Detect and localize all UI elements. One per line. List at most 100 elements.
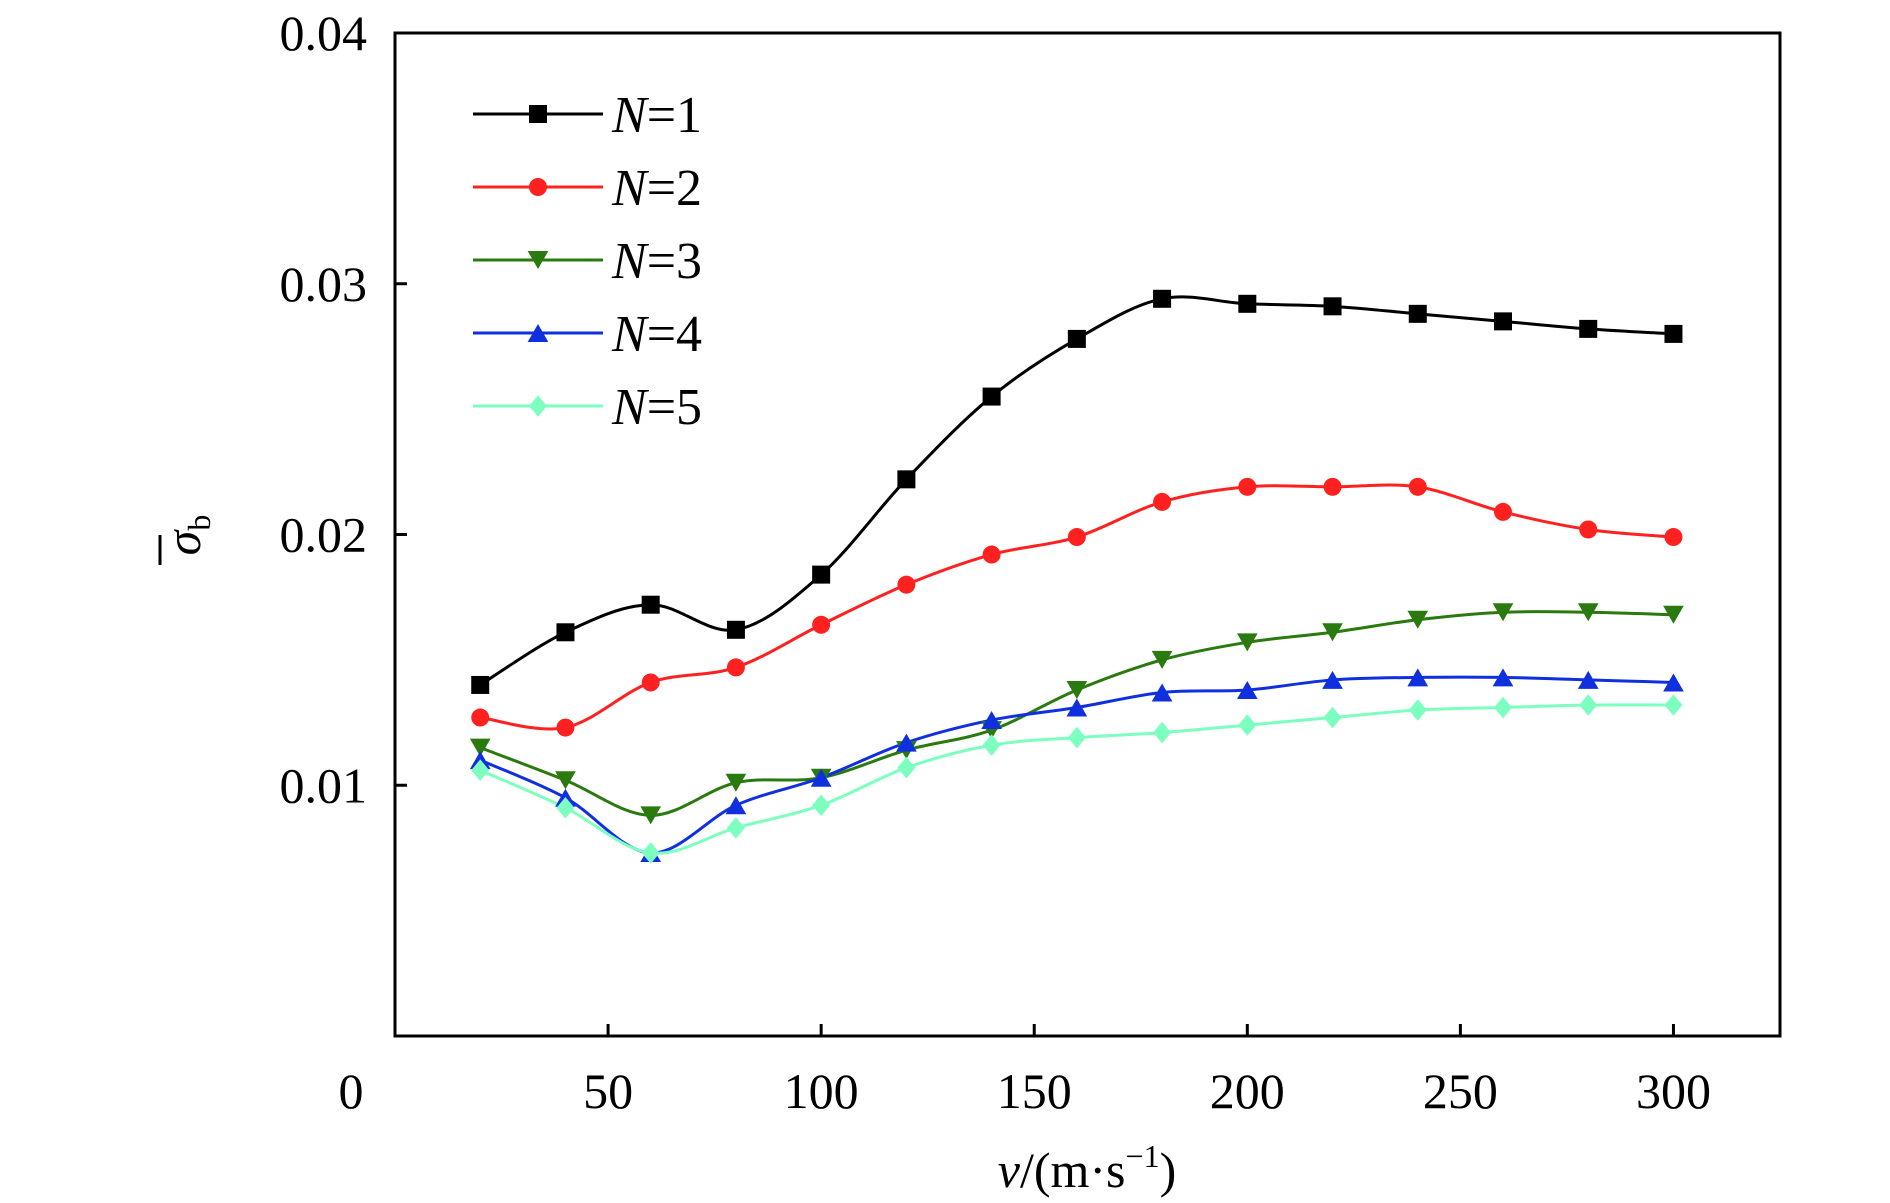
data-point <box>1494 502 1512 521</box>
data-point <box>1664 324 1683 343</box>
data-point <box>641 673 660 692</box>
legend-label: N=4 <box>611 306 702 363</box>
data-point <box>981 711 1002 730</box>
x-tick-label: 200 <box>1210 1063 1285 1119</box>
data-point <box>1492 603 1514 622</box>
data-point <box>726 658 745 677</box>
data-point <box>725 796 747 815</box>
data-point <box>1238 714 1257 736</box>
data-point <box>471 759 490 782</box>
data-point <box>726 620 745 639</box>
series-line-1 <box>479 295 1674 687</box>
data-point <box>1153 492 1172 511</box>
x-tick-label: 250 <box>1423 1063 1498 1119</box>
data-point <box>1577 670 1599 689</box>
data-point <box>1153 721 1172 744</box>
axis-tick-labels: 50 100 150 200 250 300 0 0.01 0.02 0.03 0.04 <box>280 5 1711 1119</box>
data-point <box>1151 650 1173 669</box>
axis-ticks <box>395 31 1675 1036</box>
data-point <box>982 734 1001 756</box>
data-point <box>1151 683 1173 702</box>
data-point <box>1664 528 1683 547</box>
data-point <box>1407 610 1429 629</box>
legend-label: N=5 <box>611 379 702 436</box>
legend-label: N=2 <box>611 160 702 217</box>
data-point <box>1238 294 1257 313</box>
data-point <box>1408 304 1427 323</box>
x-tick-label: 50 <box>583 1063 633 1119</box>
data-point <box>1236 633 1258 652</box>
data-point <box>982 387 1001 406</box>
data-point <box>1579 319 1598 338</box>
series-markers <box>469 289 1684 864</box>
data-point <box>810 768 832 787</box>
data-point <box>1579 520 1598 539</box>
data-point <box>896 733 917 752</box>
data-point <box>1153 289 1172 308</box>
y-tick-label: 0.01 <box>280 757 368 813</box>
data-point <box>1407 668 1429 687</box>
data-point <box>556 797 575 819</box>
data-point <box>897 575 916 594</box>
data-point <box>1408 699 1427 721</box>
data-point <box>1066 698 1088 717</box>
legend-label: N=1 <box>611 87 702 144</box>
data-point <box>1236 680 1258 699</box>
data-point <box>1323 706 1342 729</box>
data-point <box>1067 726 1086 749</box>
data-point <box>725 773 747 792</box>
y-axis-title: σb <box>155 515 217 565</box>
legend-marker <box>527 324 549 342</box>
data-point <box>1067 528 1086 547</box>
data-point <box>1322 623 1343 642</box>
legend-label: N=3 <box>611 233 702 290</box>
y-tick-label: 0.04 <box>280 5 368 61</box>
data-point <box>1664 694 1683 716</box>
y-tick-label: 0.03 <box>280 256 368 312</box>
data-point <box>1663 673 1684 692</box>
legend-marker <box>529 395 547 417</box>
data-point <box>1067 329 1086 348</box>
legend: N=1 N=2 N=3 N=4 N=5 <box>473 87 702 436</box>
x-tick-label: 100 <box>784 1063 859 1119</box>
data-point <box>726 817 745 839</box>
data-point <box>1579 694 1598 716</box>
data-point <box>641 595 660 614</box>
y-axis-title-text: σb <box>155 515 217 556</box>
data-point <box>1494 312 1512 331</box>
data-point <box>1238 477 1257 496</box>
data-point <box>1663 605 1684 624</box>
data-point <box>471 708 490 727</box>
data-point <box>1323 477 1342 496</box>
data-point <box>897 756 916 779</box>
axis-titles: v/(m·s−1) σb <box>155 515 1176 1198</box>
data-point <box>471 675 490 694</box>
data-point <box>556 623 575 642</box>
data-point <box>982 545 1001 564</box>
legend-marker <box>527 251 549 269</box>
data-point <box>640 806 662 825</box>
legend-marker <box>529 105 547 123</box>
data-point <box>812 615 831 634</box>
data-point <box>1408 477 1427 496</box>
y-tick-label: 0.02 <box>280 507 368 563</box>
data-point <box>1322 670 1343 689</box>
legend-marker <box>529 178 547 196</box>
x-tick-label: 150 <box>997 1063 1072 1119</box>
x-axis-title: v/(m·s−1) <box>998 1138 1176 1198</box>
data-point <box>1494 696 1512 719</box>
data-point <box>641 842 660 864</box>
data-point <box>1323 297 1342 316</box>
data-point <box>1066 680 1088 699</box>
x-origin-label: 0 <box>339 1063 364 1119</box>
data-point <box>555 771 576 790</box>
data-point <box>1577 603 1599 622</box>
x-tick-label: 300 <box>1636 1063 1711 1119</box>
data-point <box>812 565 831 584</box>
data-point <box>812 794 831 817</box>
data-point <box>469 738 491 757</box>
data-point <box>1492 668 1514 687</box>
data-point <box>897 470 916 489</box>
data-point <box>556 718 575 737</box>
